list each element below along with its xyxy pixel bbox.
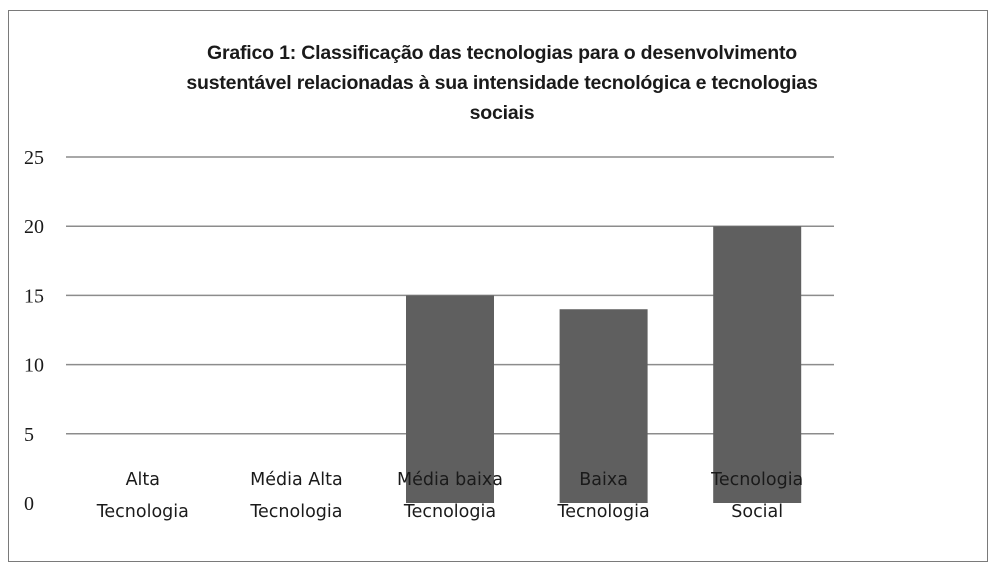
bar-3	[559, 309, 648, 503]
category-label-3-1: Tecnologia	[557, 502, 650, 522]
category-label-1-0: Média Alta	[250, 470, 343, 490]
category-label-2-0: Média baixa	[397, 470, 503, 490]
chart-title-line-2: sustentável relacionadas à sua intensida…	[186, 72, 818, 94]
bar-4	[713, 226, 802, 503]
y-tick-label-25: 25	[24, 147, 44, 169]
bars	[406, 226, 802, 503]
y-tick-label-0: 0	[24, 493, 34, 515]
chart-title: Grafico 1: Classificação das tecnologias…	[0, 38, 1004, 128]
category-label-4-1: Social	[731, 502, 783, 522]
chart-title-line-3: sociais	[469, 102, 535, 124]
category-label-3-0: Baixa	[579, 470, 628, 490]
category-label-0-1: Tecnologia	[96, 502, 189, 522]
y-axis-tick-labels: 0 5 10 15 20 25	[24, 147, 44, 515]
category-label-4-0: Tecnologia	[710, 470, 803, 490]
bar-2	[406, 295, 494, 503]
category-label-0-0: Alta	[126, 470, 160, 490]
y-tick-label-15: 15	[24, 285, 44, 307]
chart-frame	[8, 10, 988, 562]
y-tick-label-20: 20	[24, 216, 44, 238]
y-tick-label-10: 10	[24, 355, 44, 377]
y-tick-label-5: 5	[24, 424, 34, 446]
chart-title-line-1: Grafico 1: Classificação das tecnologias…	[207, 42, 797, 64]
x-axis-category-labels: Alta Tecnologia Média Alta Tecnologia Média …	[96, 470, 804, 522]
category-label-1-1: Tecnologia	[249, 502, 342, 522]
category-label-2-1: Tecnologia	[403, 502, 496, 522]
